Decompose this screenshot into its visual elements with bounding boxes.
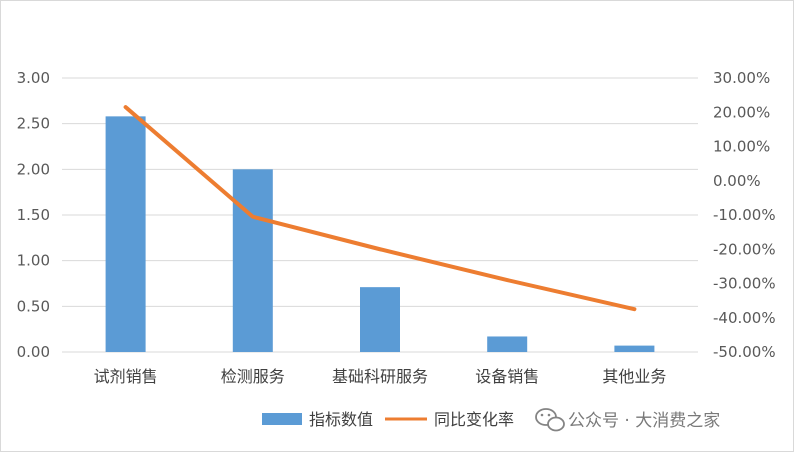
right-tick-label: -40.00% xyxy=(713,309,776,327)
left-tick-label: 0.50 xyxy=(17,297,50,315)
wechat-icon xyxy=(535,408,565,432)
legend-line-label: 同比变化率 xyxy=(434,410,514,429)
gridlines xyxy=(62,77,698,353)
right-tick-label: 10.00% xyxy=(713,138,770,156)
left-tick-label: 3.00 xyxy=(17,69,50,87)
right-tick-label: -10.00% xyxy=(713,206,776,224)
left-tick-label: 0.00 xyxy=(17,343,50,361)
bar xyxy=(614,345,655,352)
legend: 指标数值 同比变化率 xyxy=(262,410,514,429)
left-tick-label: 2.00 xyxy=(17,160,50,178)
watermark-text: 公众号 · 大消费之家 xyxy=(568,411,720,431)
left-tick-label: 2.50 xyxy=(17,115,50,133)
category-label: 设备销售 xyxy=(475,367,539,386)
bar-series xyxy=(105,116,655,352)
bar xyxy=(105,116,146,352)
bar xyxy=(232,169,273,352)
bar xyxy=(487,336,528,352)
left-tick-label: 1.00 xyxy=(17,252,50,270)
right-tick-label: -50.00% xyxy=(713,343,776,361)
right-axis: -50.00% -40.00% -30.00% -20.00% -10.00% 0.00%… xyxy=(713,69,776,361)
category-label: 基础科研服务 xyxy=(332,367,428,386)
category-label: 其他业务 xyxy=(602,367,666,386)
category-label: 检测服务 xyxy=(221,367,285,386)
watermark: 公众号 · 大消费之家 xyxy=(535,408,720,432)
category-label: 试剂销售 xyxy=(94,367,158,386)
legend-bar-label: 指标数值 xyxy=(309,410,373,429)
legend-bar-swatch xyxy=(262,413,302,425)
right-tick-label: -20.00% xyxy=(713,240,776,258)
left-tick-label: 1.50 xyxy=(17,206,50,224)
line-series xyxy=(123,105,637,312)
left-axis: 0.00 0.50 1.00 1.50 2.00 2.50 3.00 xyxy=(17,69,50,361)
x-axis: 试剂销售 检测服务 基础科研服务 设备销售 其他业务 xyxy=(94,367,667,386)
right-tick-label: -30.00% xyxy=(713,275,776,293)
right-tick-label: 30.00% xyxy=(713,69,770,87)
line-path xyxy=(123,105,637,312)
bar xyxy=(360,287,400,352)
right-tick-label: 20.00% xyxy=(713,103,770,121)
right-tick-label: 0.00% xyxy=(713,172,761,190)
